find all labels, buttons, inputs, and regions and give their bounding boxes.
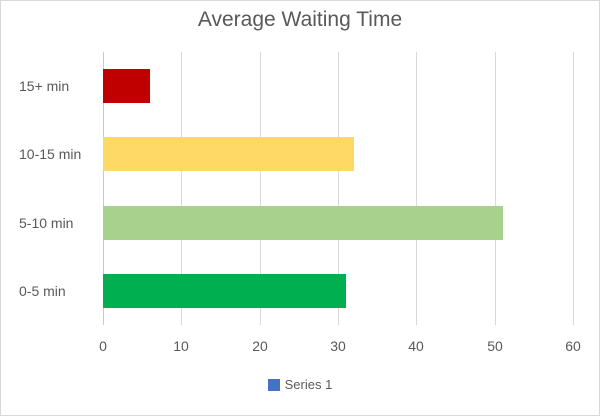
x-axis-tick-label: 20 (252, 338, 268, 354)
category-axis-label: 10-15 min (19, 146, 82, 162)
category-axis-label: 5-10 min (19, 215, 74, 231)
category-axis-label: 15+ min (19, 78, 70, 94)
legend-label: Series 1 (284, 377, 333, 392)
x-axis-tick-label: 50 (487, 338, 503, 354)
category-axis-label: 0-5 min (19, 283, 66, 299)
bar-0-5-min (103, 274, 346, 308)
legend-swatch (267, 378, 280, 391)
bar-10-15-min (103, 137, 354, 171)
x-axis-tick-label: 0 (99, 338, 107, 354)
legend: Series 1 (1, 377, 599, 392)
gridline (573, 52, 574, 325)
x-axis-tick-label: 40 (408, 338, 424, 354)
gridline (260, 52, 261, 325)
chart-title: Average Waiting Time (197, 8, 403, 31)
gridline (338, 52, 339, 325)
x-axis-tick-label: 30 (330, 338, 346, 354)
gridline (416, 52, 417, 325)
x-axis-tick-label: 60 (565, 338, 581, 354)
bar-5-10-min (103, 206, 503, 240)
x-axis-tick-label: 10 (173, 338, 189, 354)
bar-15+-min (103, 69, 150, 103)
gridline (495, 52, 496, 325)
gridline (181, 52, 182, 325)
category-axis-line (103, 52, 104, 325)
